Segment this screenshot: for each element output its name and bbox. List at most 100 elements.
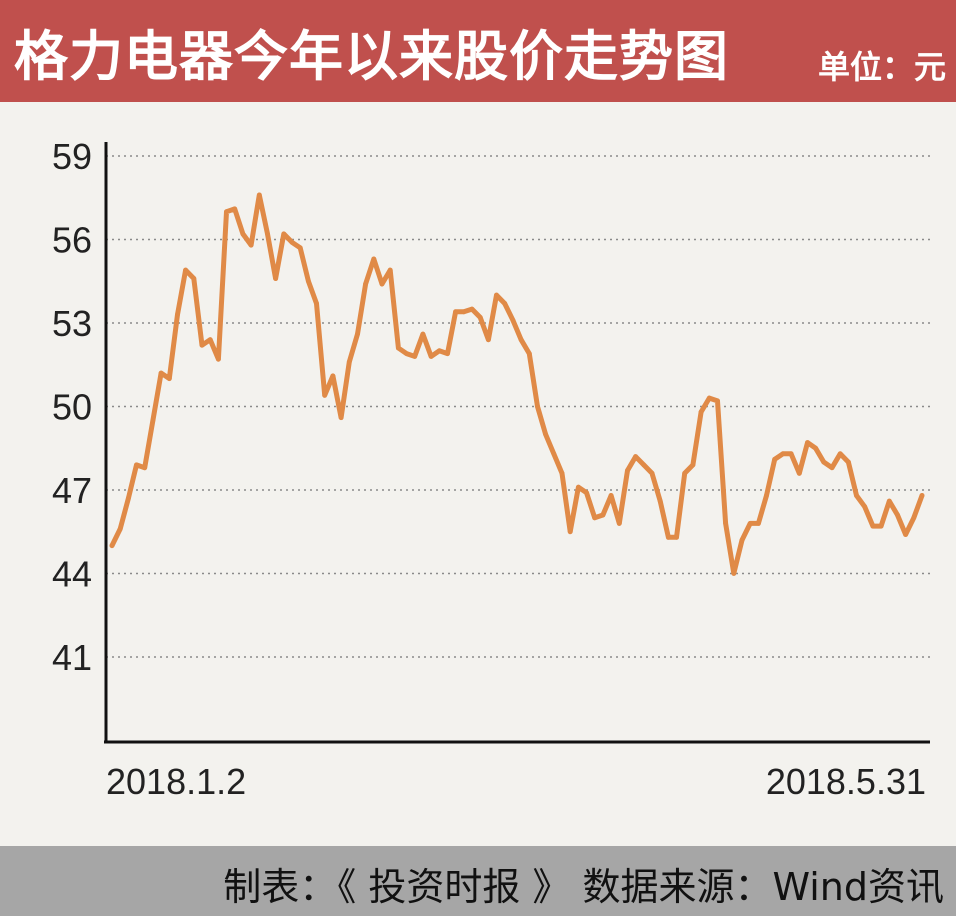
data-point [469, 306, 475, 312]
gridlines [106, 155, 930, 658]
data-point [117, 526, 123, 532]
chart-title: 格力电器今年以来股价走势图 [14, 25, 729, 88]
data-point [314, 301, 319, 306]
data-point [657, 498, 663, 504]
data-point [649, 470, 655, 476]
data-point [224, 209, 229, 215]
data-point [289, 239, 295, 245]
data-point [510, 317, 516, 323]
data-point [641, 462, 647, 468]
data-point [306, 278, 311, 284]
data-point [387, 267, 393, 273]
data-point [330, 373, 336, 379]
y-tick-label: 41 [52, 637, 92, 678]
data-point [813, 445, 818, 451]
data-point [158, 370, 164, 376]
data-point [150, 418, 156, 423]
y-tick-label: 59 [52, 136, 92, 177]
data-point [183, 267, 189, 273]
data-point [273, 276, 278, 281]
data-point [125, 495, 131, 501]
y-axis-tick-labels: 59 56 53 50 47 44 41 [52, 136, 92, 678]
data-point [453, 309, 458, 315]
y-tick-label: 53 [52, 303, 92, 344]
data-point [142, 465, 148, 471]
price-series [109, 192, 925, 576]
data-point [862, 504, 868, 510]
data-point [265, 231, 270, 237]
data-point [567, 529, 573, 535]
data-point [698, 409, 704, 415]
data-point [559, 470, 565, 476]
y-tick-label: 56 [52, 219, 92, 260]
data-point [690, 462, 696, 468]
data-point [248, 242, 254, 248]
data-point [723, 521, 728, 526]
x-tick-label-end: 2018.5.31 [766, 761, 926, 802]
data-point [772, 456, 778, 462]
data-point [903, 532, 908, 537]
data-point [731, 571, 737, 576]
data-point [829, 465, 835, 471]
unit-label: 单位：元 [817, 48, 946, 86]
data-point [412, 354, 418, 359]
data-point [175, 312, 180, 317]
data-point [788, 451, 794, 457]
data-point [895, 512, 900, 518]
data-point [821, 459, 827, 465]
data-point [297, 245, 303, 251]
data-point [796, 470, 802, 476]
data-point [608, 493, 614, 498]
title-bar: 格力电器今年以来股价走势图 单位：元 [0, 0, 956, 102]
data-point [199, 342, 205, 348]
data-point [535, 404, 540, 409]
data-point [322, 392, 328, 398]
data-point [674, 534, 679, 540]
data-point [805, 440, 810, 445]
data-point [870, 523, 876, 529]
data-point [739, 537, 745, 543]
data-point [666, 534, 671, 540]
data-point [436, 348, 442, 354]
data-point [166, 376, 172, 381]
data-point [477, 315, 483, 320]
data-point [878, 523, 884, 529]
data-point [764, 493, 769, 498]
y-tick-label: 50 [52, 386, 92, 427]
data-point [886, 498, 892, 504]
x-tick-label-start: 2018.1.2 [106, 761, 246, 802]
data-point [543, 431, 548, 437]
data-point [338, 415, 344, 420]
data-point [420, 331, 426, 337]
data-point [682, 470, 688, 476]
series-line-0 [109, 192, 925, 576]
data-point [551, 451, 557, 457]
data-point [846, 459, 851, 465]
data-point [109, 543, 115, 548]
data-point [854, 493, 859, 498]
data-point [371, 256, 377, 262]
data-point [445, 351, 450, 356]
data-point [191, 276, 197, 281]
data-point [281, 231, 287, 237]
data-point [240, 231, 246, 237]
source-credit: 制表：《 投资时报 》 数据来源：Wind资讯 [223, 865, 944, 909]
data-point [379, 281, 385, 287]
data-point [600, 512, 606, 518]
data-point [396, 345, 401, 351]
y-tick-label: 44 [52, 553, 92, 594]
data-point [216, 356, 221, 362]
data-point [502, 301, 508, 306]
data-point [747, 521, 753, 526]
data-point [363, 281, 368, 287]
data-point [919, 493, 925, 498]
data-point [616, 521, 622, 526]
data-point [346, 359, 352, 365]
data-point [207, 337, 213, 343]
line-chart: 59 56 53 50 47 44 41 2018.1.2 2018.5.31 [52, 136, 930, 802]
y-tick-label: 47 [52, 470, 92, 511]
data-point [461, 309, 467, 315]
data-point [584, 490, 589, 496]
data-point [706, 395, 712, 401]
